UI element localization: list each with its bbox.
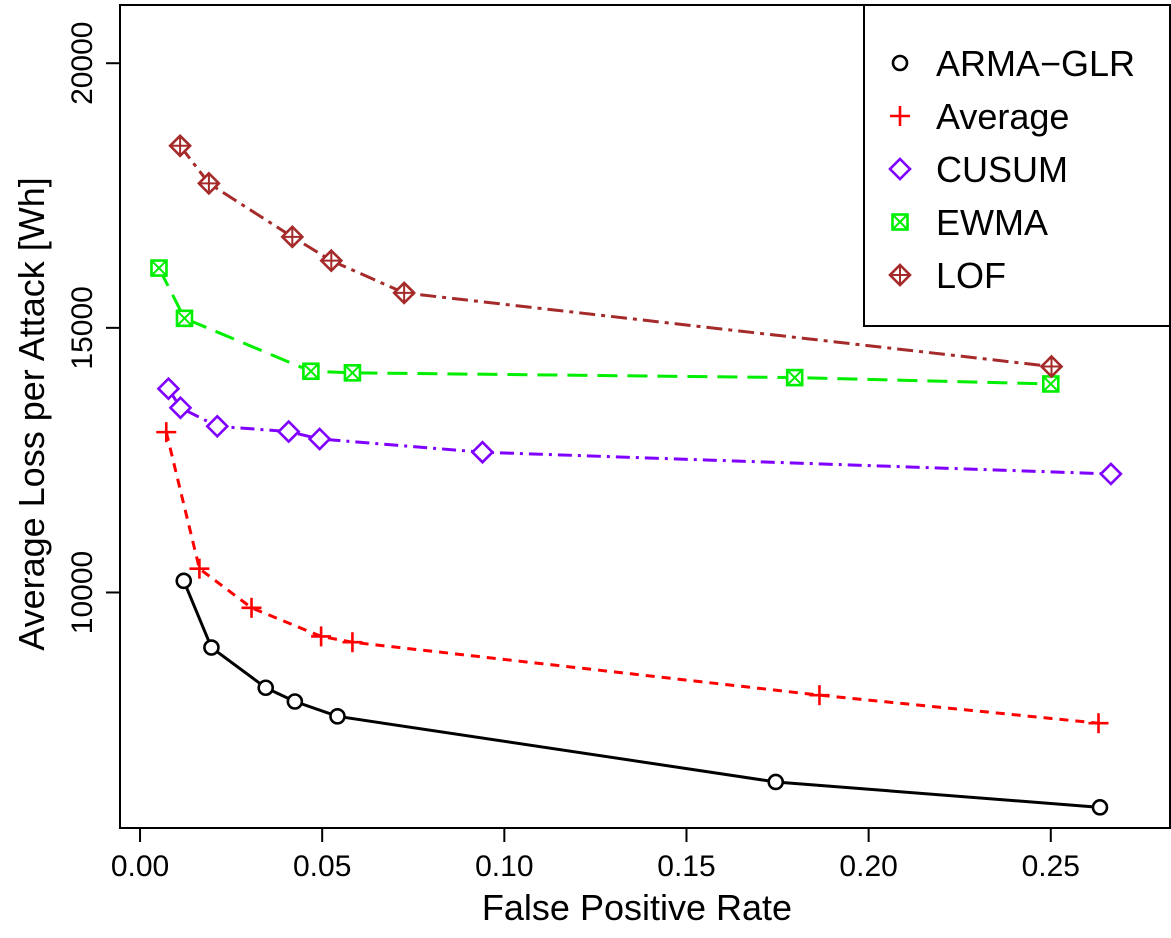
- data-point: [302, 362, 320, 381]
- data-point: [343, 364, 362, 382]
- marker-circle: [175, 572, 193, 590]
- data-point: [1041, 375, 1060, 393]
- data-point: [342, 632, 363, 653]
- x-tick-label: 0.05: [293, 850, 351, 883]
- marker-box-x2: [150, 259, 168, 277]
- marker-box-x2: [302, 363, 320, 380]
- data-point: [785, 368, 804, 387]
- marker-circle: [203, 639, 220, 656]
- legend-marker: [891, 213, 909, 231]
- series-line: [182, 580, 1101, 809]
- plot-frame: [119, 4, 1171, 829]
- data-point: [319, 248, 344, 273]
- data-point: [241, 597, 262, 618]
- legend-box: [863, 4, 1171, 327]
- data-point: [156, 376, 181, 401]
- data-point: [189, 558, 210, 579]
- x-axis-title: False Positive Rate: [482, 887, 792, 928]
- marker-diamond: [156, 376, 181, 401]
- data-point: [175, 572, 193, 590]
- axes: 0.00 0.05 0.10 0.15 0.20 0.25 10000 15000 20000: [66, 4, 1171, 883]
- legend-label: EWMA: [936, 202, 1048, 243]
- data-point: [197, 171, 221, 196]
- data-point: [286, 693, 304, 710]
- data-point: [1099, 462, 1123, 486]
- legend: ARMA−GLR Average CUSUM EWMA LOF: [863, 4, 1171, 327]
- data-point: [156, 422, 177, 443]
- series-5: [168, 133, 1064, 379]
- series-3: [156, 376, 1123, 486]
- y-tick-label: 15000: [66, 286, 99, 369]
- data-point: [809, 685, 830, 706]
- data-point: [203, 639, 220, 656]
- series-line: [167, 387, 1111, 476]
- x-tick-label: 0.20: [839, 850, 897, 883]
- data-point: [767, 773, 785, 791]
- marker-box-x2: [1042, 375, 1059, 393]
- data-point: [1039, 354, 1064, 379]
- data-point: [1091, 799, 1109, 816]
- marker-circle: [891, 54, 909, 72]
- marker-diamond: [205, 414, 230, 439]
- data-point: [205, 414, 230, 439]
- marker-circle: [329, 708, 346, 725]
- data-point: [392, 281, 416, 305]
- data-point: [329, 708, 346, 725]
- series-1: [175, 572, 1109, 816]
- data-point: [150, 259, 168, 277]
- legend-label: LOF: [936, 255, 1006, 296]
- data-point: [168, 133, 192, 158]
- marker-circle: [1091, 799, 1109, 816]
- data-point: [175, 309, 194, 328]
- marker-circle: [286, 693, 304, 710]
- y-axis-title: Average Loss per Attack [Wh]: [11, 177, 52, 651]
- legend-marker: [888, 157, 912, 181]
- marker-circle: [257, 679, 275, 697]
- x-tick-label: 0.15: [657, 850, 715, 883]
- marker-diamond: [307, 427, 332, 451]
- data-point: [280, 224, 305, 249]
- marker-diamond: [168, 395, 193, 420]
- legend-marker: [890, 106, 910, 126]
- x-tick-label: 0.10: [475, 850, 533, 883]
- marker-box-x2: [344, 364, 361, 382]
- marker-box-x2: [786, 369, 803, 386]
- series-2: [156, 422, 1109, 734]
- y-tick-label: 10000: [66, 551, 99, 634]
- series-4: [150, 259, 1060, 393]
- y-tick-label: 20000: [66, 21, 99, 104]
- data-point: [168, 395, 193, 420]
- legend-label: CUSUM: [936, 149, 1068, 190]
- series-lines: [150, 133, 1123, 816]
- series-line: [164, 431, 1099, 725]
- marker-box-x2: [176, 310, 193, 327]
- x-tick-label: 0.00: [111, 850, 169, 883]
- legend-label: ARMA−GLR: [936, 43, 1135, 84]
- marker-diamond: [1099, 462, 1123, 486]
- marker-diamond: [276, 419, 301, 444]
- marker-box-x2: [891, 213, 909, 231]
- data-point: [1088, 713, 1109, 734]
- data-point: [470, 440, 495, 465]
- legend-marker: [891, 54, 909, 72]
- data-point: [276, 419, 301, 444]
- legend-marker: [888, 263, 912, 287]
- data-point: [257, 679, 275, 697]
- x-tick-label: 0.25: [1022, 850, 1080, 883]
- data-point: [311, 626, 332, 647]
- marker-diamond: [888, 157, 912, 181]
- data-point: [307, 427, 332, 451]
- marker-diamond: [470, 440, 495, 465]
- marker-circle: [767, 773, 785, 791]
- legend-label: Average: [936, 96, 1069, 137]
